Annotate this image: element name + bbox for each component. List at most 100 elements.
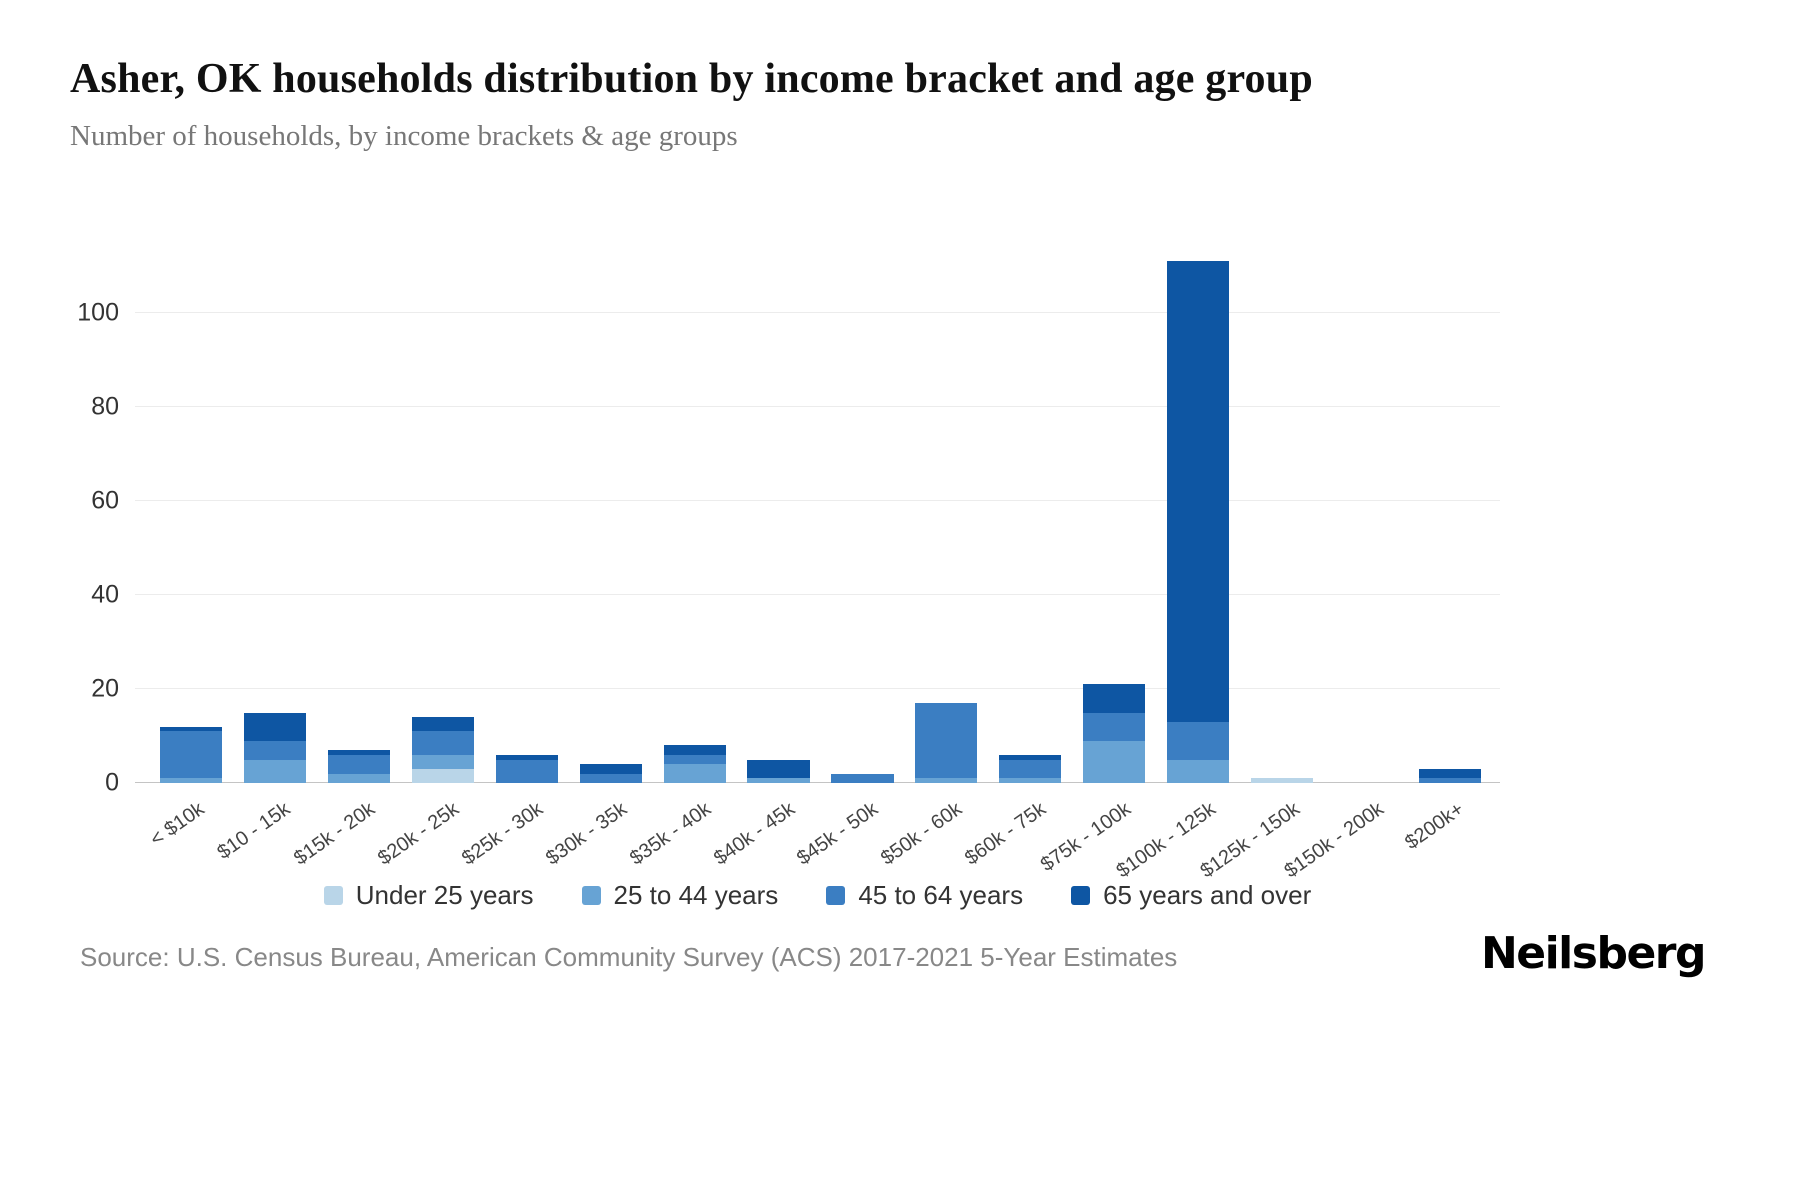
bar-segment[interactable]: [1083, 740, 1146, 783]
bar-segment[interactable]: [579, 764, 642, 774]
bar-segment[interactable]: [327, 750, 390, 755]
bar-segment[interactable]: [411, 768, 474, 783]
bar-slot: [569, 243, 653, 783]
bar-segment[interactable]: [915, 703, 978, 779]
gridline-20: [135, 688, 1500, 689]
stacked-bar-2[interactable]: [243, 712, 306, 783]
bar-segment[interactable]: [243, 759, 306, 783]
bar-segment[interactable]: [663, 754, 726, 765]
y-tick-label: 20: [91, 674, 119, 703]
y-tick-label: 80: [91, 392, 119, 421]
legend-item[interactable]: 65 years and over: [1071, 880, 1311, 911]
bar-segment[interactable]: [1418, 778, 1482, 783]
bar-slot: [149, 243, 233, 783]
bar-segment[interactable]: [243, 740, 306, 760]
neilsberg-logo: Neilsberg: [1480, 928, 1707, 979]
legend-swatch: [826, 886, 846, 905]
stacked-bar-11[interactable]: [999, 754, 1062, 783]
bar-segment[interactable]: [663, 745, 726, 755]
bar-segment[interactable]: [747, 778, 810, 783]
stacked-bar-10[interactable]: [915, 703, 978, 783]
bar-segment[interactable]: [411, 754, 474, 769]
bar-slot: [1408, 243, 1492, 783]
legend-label: 45 to 64 years: [858, 880, 1024, 910]
legend-item[interactable]: Under 25 years: [323, 880, 534, 911]
gridline-80: [135, 406, 1500, 407]
bar-segment[interactable]: [1167, 759, 1230, 783]
y-tick-label: 100: [77, 298, 119, 327]
bar-segment[interactable]: [495, 754, 558, 760]
bar-segment[interactable]: [327, 754, 390, 774]
bar-segment[interactable]: [831, 773, 894, 783]
stacked-bar-1[interactable]: [159, 726, 223, 783]
bar-segment[interactable]: [1083, 684, 1146, 713]
bar-slot: [1324, 243, 1408, 783]
x-label-slot: $200k+: [1401, 784, 1492, 884]
legend-label: 25 to 44 years: [613, 880, 779, 910]
stacked-bar-16[interactable]: [1418, 768, 1482, 783]
legend-swatch: [1071, 886, 1091, 905]
legend-label: 65 years and over: [1103, 880, 1312, 910]
bar-slot: [317, 243, 401, 783]
gridline-60: [135, 500, 1500, 501]
bar-segment[interactable]: [243, 712, 306, 741]
source-note: Source: U.S. Census Bureau, American Com…: [80, 942, 1178, 972]
bar-segment[interactable]: [411, 731, 474, 755]
y-tick-label: 0: [105, 768, 119, 797]
bar-slot: [988, 243, 1072, 783]
bar-segment[interactable]: [1251, 778, 1314, 783]
stacked-bar-4[interactable]: [411, 717, 474, 783]
bar-segment[interactable]: [1167, 721, 1230, 760]
bar-slot: [485, 243, 569, 783]
bar-segment[interactable]: [1418, 768, 1482, 779]
bar-segment[interactable]: [579, 773, 642, 783]
stacked-bar-5[interactable]: [495, 754, 558, 783]
bar-segment[interactable]: [663, 764, 726, 783]
stacked-bar-3[interactable]: [327, 750, 390, 783]
bar-segment[interactable]: [411, 717, 474, 732]
bar-segment[interactable]: [159, 778, 223, 783]
bar-slot: [401, 243, 485, 783]
page-title: Asher, OK households distribution by inc…: [70, 56, 1313, 102]
gridline-100: [135, 312, 1500, 313]
stacked-bar-7[interactable]: [663, 745, 726, 783]
legend-item[interactable]: 25 to 44 years: [581, 880, 779, 911]
bar-slot: [904, 243, 988, 783]
bar-segment[interactable]: [159, 726, 223, 732]
bar-segment[interactable]: [999, 754, 1062, 760]
chart-legend: Under 25 years 25 to 44 years 45 to 64 yea…: [135, 880, 1500, 911]
bar-segment[interactable]: [999, 759, 1062, 779]
bar-slot: [1156, 243, 1240, 783]
stacked-bar-8[interactable]: [747, 759, 810, 783]
stacked-bar-6[interactable]: [579, 764, 642, 783]
gridline-40: [135, 594, 1500, 595]
bar-segment[interactable]: [159, 731, 223, 779]
stacked-bar-9[interactable]: [831, 773, 894, 783]
stacked-bar-14[interactable]: [1251, 778, 1314, 783]
bar-slot: [1240, 243, 1324, 783]
legend-label: Under 25 years: [355, 880, 534, 910]
legend-item[interactable]: 45 to 64 years: [826, 880, 1023, 911]
bar-segment[interactable]: [495, 759, 558, 783]
stacked-bar-12[interactable]: [1083, 684, 1146, 783]
bar-segment[interactable]: [747, 759, 810, 779]
page-subtitle: Number of households, by income brackets…: [70, 120, 738, 152]
bar-segment[interactable]: [1083, 712, 1146, 741]
bar-slot: [821, 243, 905, 783]
bar-segment[interactable]: [1167, 261, 1230, 722]
y-tick-label: 40: [91, 580, 119, 609]
bar-segment[interactable]: [327, 773, 390, 783]
bar-segment[interactable]: [915, 778, 978, 783]
x-axis-label: $200k+: [1401, 798, 1468, 854]
x-label-slot: < $10k: [146, 784, 233, 884]
bar-segment[interactable]: [999, 778, 1062, 783]
x-axis-labels: < $10k $10 - 15k $15k - 20k $20k - 25k $25k …: [135, 784, 1500, 884]
stacked-bar-13[interactable]: [1167, 261, 1230, 783]
chart-plot-area: 0 20 40 60 80 100: [77, 243, 1500, 797]
bars-row: [149, 243, 1492, 783]
bar-slot: [653, 243, 737, 783]
legend-swatch: [581, 886, 601, 905]
gridline-0: [135, 782, 1500, 783]
x-axis-label: < $10k: [146, 798, 209, 851]
